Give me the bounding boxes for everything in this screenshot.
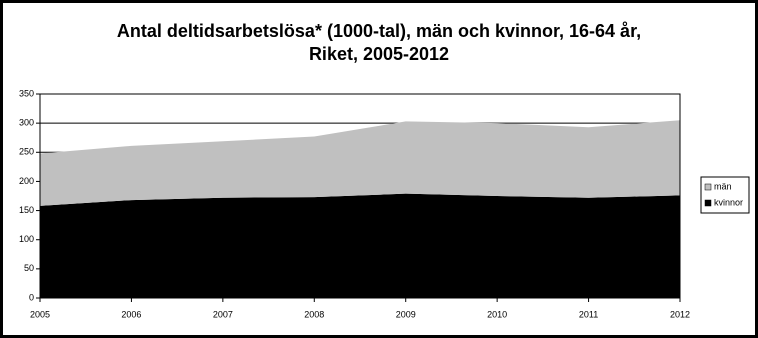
y-tick-label: 150: [19, 205, 34, 215]
area: [40, 120, 680, 206]
x-tick-label: 2012: [670, 309, 690, 319]
y-tick-label: 350: [19, 88, 34, 98]
plot-border: [39, 93, 681, 299]
x-tick-label: 2009: [396, 309, 416, 319]
legend-swatch: [704, 183, 712, 191]
x-tick-label: 2005: [30, 309, 50, 319]
y-tick-label: 250: [19, 147, 34, 157]
x-tick-label: 2007: [213, 309, 233, 319]
legend-label: män: [714, 181, 732, 191]
x-tick-label: 2010: [487, 309, 507, 319]
y-tick-label: 200: [19, 176, 34, 186]
y-tick-label: 0: [29, 292, 34, 302]
legend-label: kvinnor: [714, 197, 743, 207]
x-tick-label: 2011: [579, 309, 598, 319]
chart-title: Antal deltidsarbetslösa* (1000-tal), män…: [117, 21, 641, 41]
area: [40, 193, 680, 298]
y-tick-label: 300: [19, 118, 34, 128]
legend: [700, 176, 750, 214]
legend-swatch: [704, 199, 712, 207]
x-tick-label: 2006: [121, 309, 141, 319]
y-tick-label: 100: [19, 234, 34, 244]
x-tick-label: 2008: [304, 309, 324, 319]
chart-title: Riket, 2005-2012: [309, 44, 449, 64]
y-tick-label: 50: [24, 263, 34, 273]
